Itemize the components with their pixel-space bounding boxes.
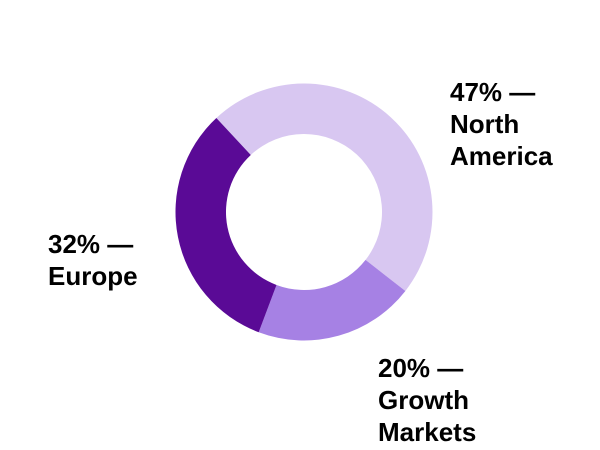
label-europe-value: 32% —: [48, 229, 134, 259]
label-north-america-name-line1: North: [450, 109, 520, 139]
label-europe-name-line1: Europe: [48, 261, 138, 291]
donut-segment-growth-markets: [258, 259, 406, 341]
label-europe: 32% — Europe: [48, 228, 138, 292]
label-growth-markets-name-line1: Growth: [378, 385, 469, 415]
label-north-america-name-line2: America: [450, 141, 553, 171]
label-growth-markets: 20% — Growth Markets: [378, 352, 476, 448]
donut-segment-europe: [175, 118, 277, 333]
label-growth-markets-value: 20% —: [378, 353, 464, 383]
donut-segment-north-america: [216, 83, 433, 291]
label-north-america: 47% — North America: [450, 76, 553, 172]
label-north-america-value: 47% —: [450, 77, 536, 107]
label-growth-markets-name-line2: Markets: [378, 417, 477, 447]
